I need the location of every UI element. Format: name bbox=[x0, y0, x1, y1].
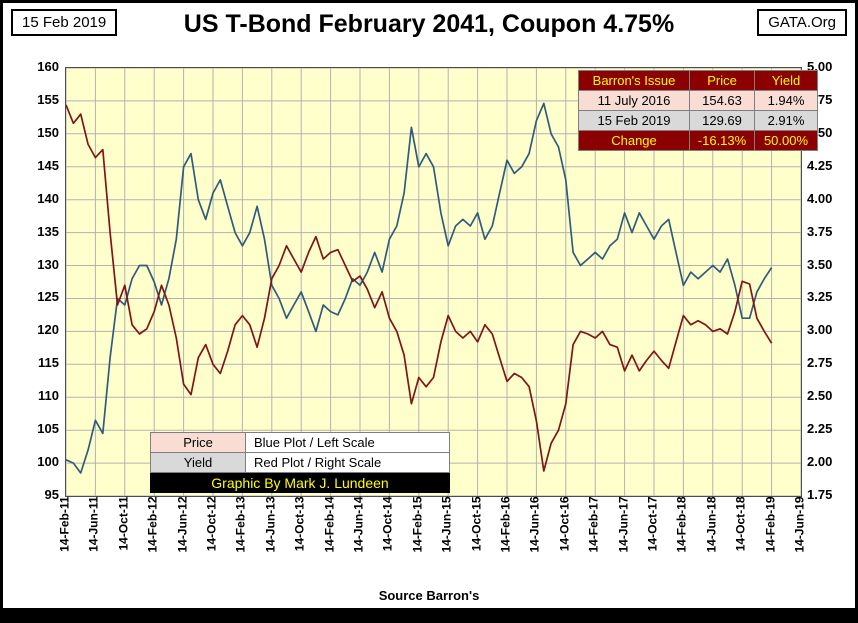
x-tick-label: 14-Oct-12 bbox=[204, 496, 219, 552]
right-tick-label: 2.75 bbox=[807, 355, 833, 371]
left-tick-label: 95 bbox=[44, 487, 59, 502]
stats-2016-date: 11 July 2016 bbox=[578, 90, 690, 111]
left-tick-label: 110 bbox=[38, 388, 59, 404]
legend-credit: Graphic By Mark J. Lundeen bbox=[150, 472, 450, 493]
x-tick-label: 14-Jun-17 bbox=[616, 496, 631, 553]
stats-row-change: Change -16.13% 50.00% bbox=[578, 130, 818, 151]
x-tick-label: 14-Jun-16 bbox=[527, 496, 542, 553]
left-tick-label: 135 bbox=[37, 223, 59, 239]
bottom-bar bbox=[3, 608, 855, 620]
x-tick-label: 14-Jun-11 bbox=[86, 496, 101, 552]
stats-table-header-row: Barron's Issue Price Yield bbox=[578, 70, 818, 91]
x-tick-label: 14-Feb-15 bbox=[410, 496, 425, 553]
x-tick-label: 14-Jun-15 bbox=[439, 496, 454, 553]
x-tick-label: 14-Feb-12 bbox=[145, 496, 160, 553]
x-tick-label: 14-Oct-18 bbox=[733, 496, 748, 552]
source-note: Source Barron's bbox=[378, 588, 480, 603]
stats-change-yield: 50.00% bbox=[754, 130, 818, 151]
stats-2016-yield: 1.94% bbox=[754, 90, 818, 111]
stats-2016-price: 154.63 bbox=[689, 90, 755, 111]
legend: Price Blue Plot / Left Scale Yield Red P… bbox=[150, 432, 450, 493]
legend-desc-yield: Red Plot / Right Scale bbox=[245, 452, 450, 473]
left-tick-label: 120 bbox=[37, 322, 59, 338]
stats-header-price: Price bbox=[689, 70, 755, 91]
x-tick-label: 14-Feb-14 bbox=[322, 496, 337, 553]
legend-row-price: Price Blue Plot / Left Scale bbox=[150, 432, 450, 453]
left-tick-label: 105 bbox=[37, 421, 59, 437]
right-tick-label: 3.00 bbox=[807, 322, 833, 338]
stats-row-2019: 15 Feb 2019 129.69 2.91% bbox=[578, 110, 818, 131]
stats-change-price: -16.13% bbox=[689, 130, 755, 151]
stats-header-yield: Yield bbox=[754, 70, 818, 91]
legend-key-yield: Yield bbox=[150, 452, 246, 473]
stats-header-issue: Barron's Issue bbox=[578, 70, 690, 91]
left-tick-label: 160 bbox=[37, 59, 59, 74]
left-tick-label: 130 bbox=[37, 256, 59, 272]
right-tick-label: 2.50 bbox=[807, 388, 833, 404]
right-tick-label: 4.25 bbox=[807, 157, 833, 173]
date-box: 15 Feb 2019 bbox=[11, 9, 118, 36]
stats-table: Barron's Issue Price Yield 11 July 2016 … bbox=[578, 70, 818, 151]
stats-2019-date: 15 Feb 2019 bbox=[578, 110, 690, 131]
left-tick-label: 150 bbox=[37, 124, 59, 140]
brand-box: GATA.Org bbox=[757, 9, 847, 36]
right-tick-label: 3.50 bbox=[807, 256, 833, 272]
stats-2019-price: 129.69 bbox=[689, 110, 755, 131]
x-tick-label: 14-Oct-15 bbox=[469, 496, 484, 552]
stats-2019-yield: 2.91% bbox=[754, 110, 818, 131]
right-tick-label: 3.25 bbox=[807, 289, 833, 305]
chart-canvas bbox=[66, 68, 801, 496]
price-line bbox=[66, 102, 773, 474]
x-tick-label: 14-Feb-11 bbox=[57, 496, 72, 552]
x-tick-label: 14-Feb-17 bbox=[586, 496, 601, 553]
x-tick-label: 14-Jun-12 bbox=[175, 496, 190, 553]
x-tick-label: 14-Jun-18 bbox=[704, 496, 719, 553]
legend-row-credit: Graphic By Mark J. Lundeen bbox=[150, 472, 450, 493]
right-tick-label: 4.00 bbox=[807, 190, 833, 206]
x-tick-label: 14-Feb-19 bbox=[763, 496, 778, 553]
x-tick-label: 14-Jun-19 bbox=[792, 496, 807, 553]
x-tick-label: 14-Oct-14 bbox=[380, 496, 395, 552]
right-tick-label: 1.75 bbox=[807, 487, 833, 502]
legend-key-price: Price bbox=[150, 432, 246, 453]
x-tick-label: 14-Feb-16 bbox=[498, 496, 513, 553]
left-tick-label: 115 bbox=[38, 355, 59, 371]
x-tick-label: 14-Feb-13 bbox=[233, 496, 248, 553]
right-tick-label: 3.75 bbox=[807, 223, 833, 239]
x-tick-label: 14-Oct-13 bbox=[292, 496, 307, 552]
yield-line bbox=[66, 104, 773, 472]
x-tick-label: 14-Oct-17 bbox=[645, 496, 660, 552]
x-tick-label: 14-Oct-11 bbox=[116, 496, 131, 551]
right-tick-label: 2.00 bbox=[807, 454, 833, 470]
stats-row-2016: 11 July 2016 154.63 1.94% bbox=[578, 90, 818, 111]
left-tick-label: 140 bbox=[37, 190, 59, 206]
x-tick-label: 14-Jun-13 bbox=[263, 496, 278, 553]
x-tick-label: 14-Jun-14 bbox=[351, 496, 366, 553]
page-title: US T-Bond February 2041, Coupon 4.75% bbox=[183, 10, 675, 38]
legend-desc-price: Blue Plot / Left Scale bbox=[245, 432, 450, 453]
right-tick-label: 2.25 bbox=[807, 421, 833, 437]
x-tick-label: 14-Feb-18 bbox=[674, 496, 689, 553]
x-tick-label: 14-Oct-16 bbox=[557, 496, 572, 552]
left-tick-label: 145 bbox=[37, 157, 59, 173]
left-tick-label: 155 bbox=[37, 91, 59, 107]
stats-change-label: Change bbox=[578, 130, 690, 151]
legend-row-yield: Yield Red Plot / Right Scale bbox=[150, 452, 450, 473]
left-tick-label: 125 bbox=[37, 289, 59, 305]
left-tick-label: 100 bbox=[37, 454, 59, 470]
